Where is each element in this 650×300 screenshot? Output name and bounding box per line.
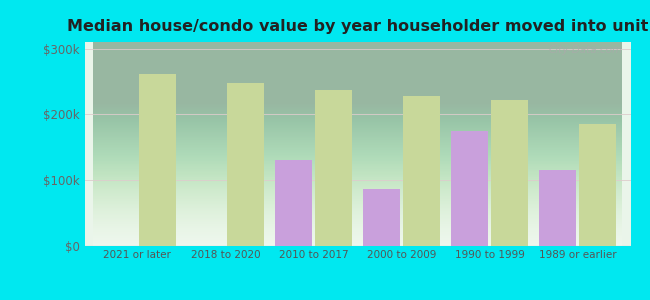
Title: Median house/condo value by year householder moved into unit: Median house/condo value by year househo…	[67, 19, 648, 34]
Text: City-Data.com: City-Data.com	[548, 45, 622, 55]
Bar	[275, 160, 312, 246]
Bar	[539, 170, 576, 246]
Bar	[363, 189, 400, 246]
Bar	[451, 131, 488, 246]
Bar	[403, 96, 440, 246]
Bar	[579, 124, 616, 246]
Bar	[315, 90, 352, 246]
Bar	[491, 100, 528, 246]
Bar	[227, 83, 264, 246]
Bar	[139, 74, 176, 246]
